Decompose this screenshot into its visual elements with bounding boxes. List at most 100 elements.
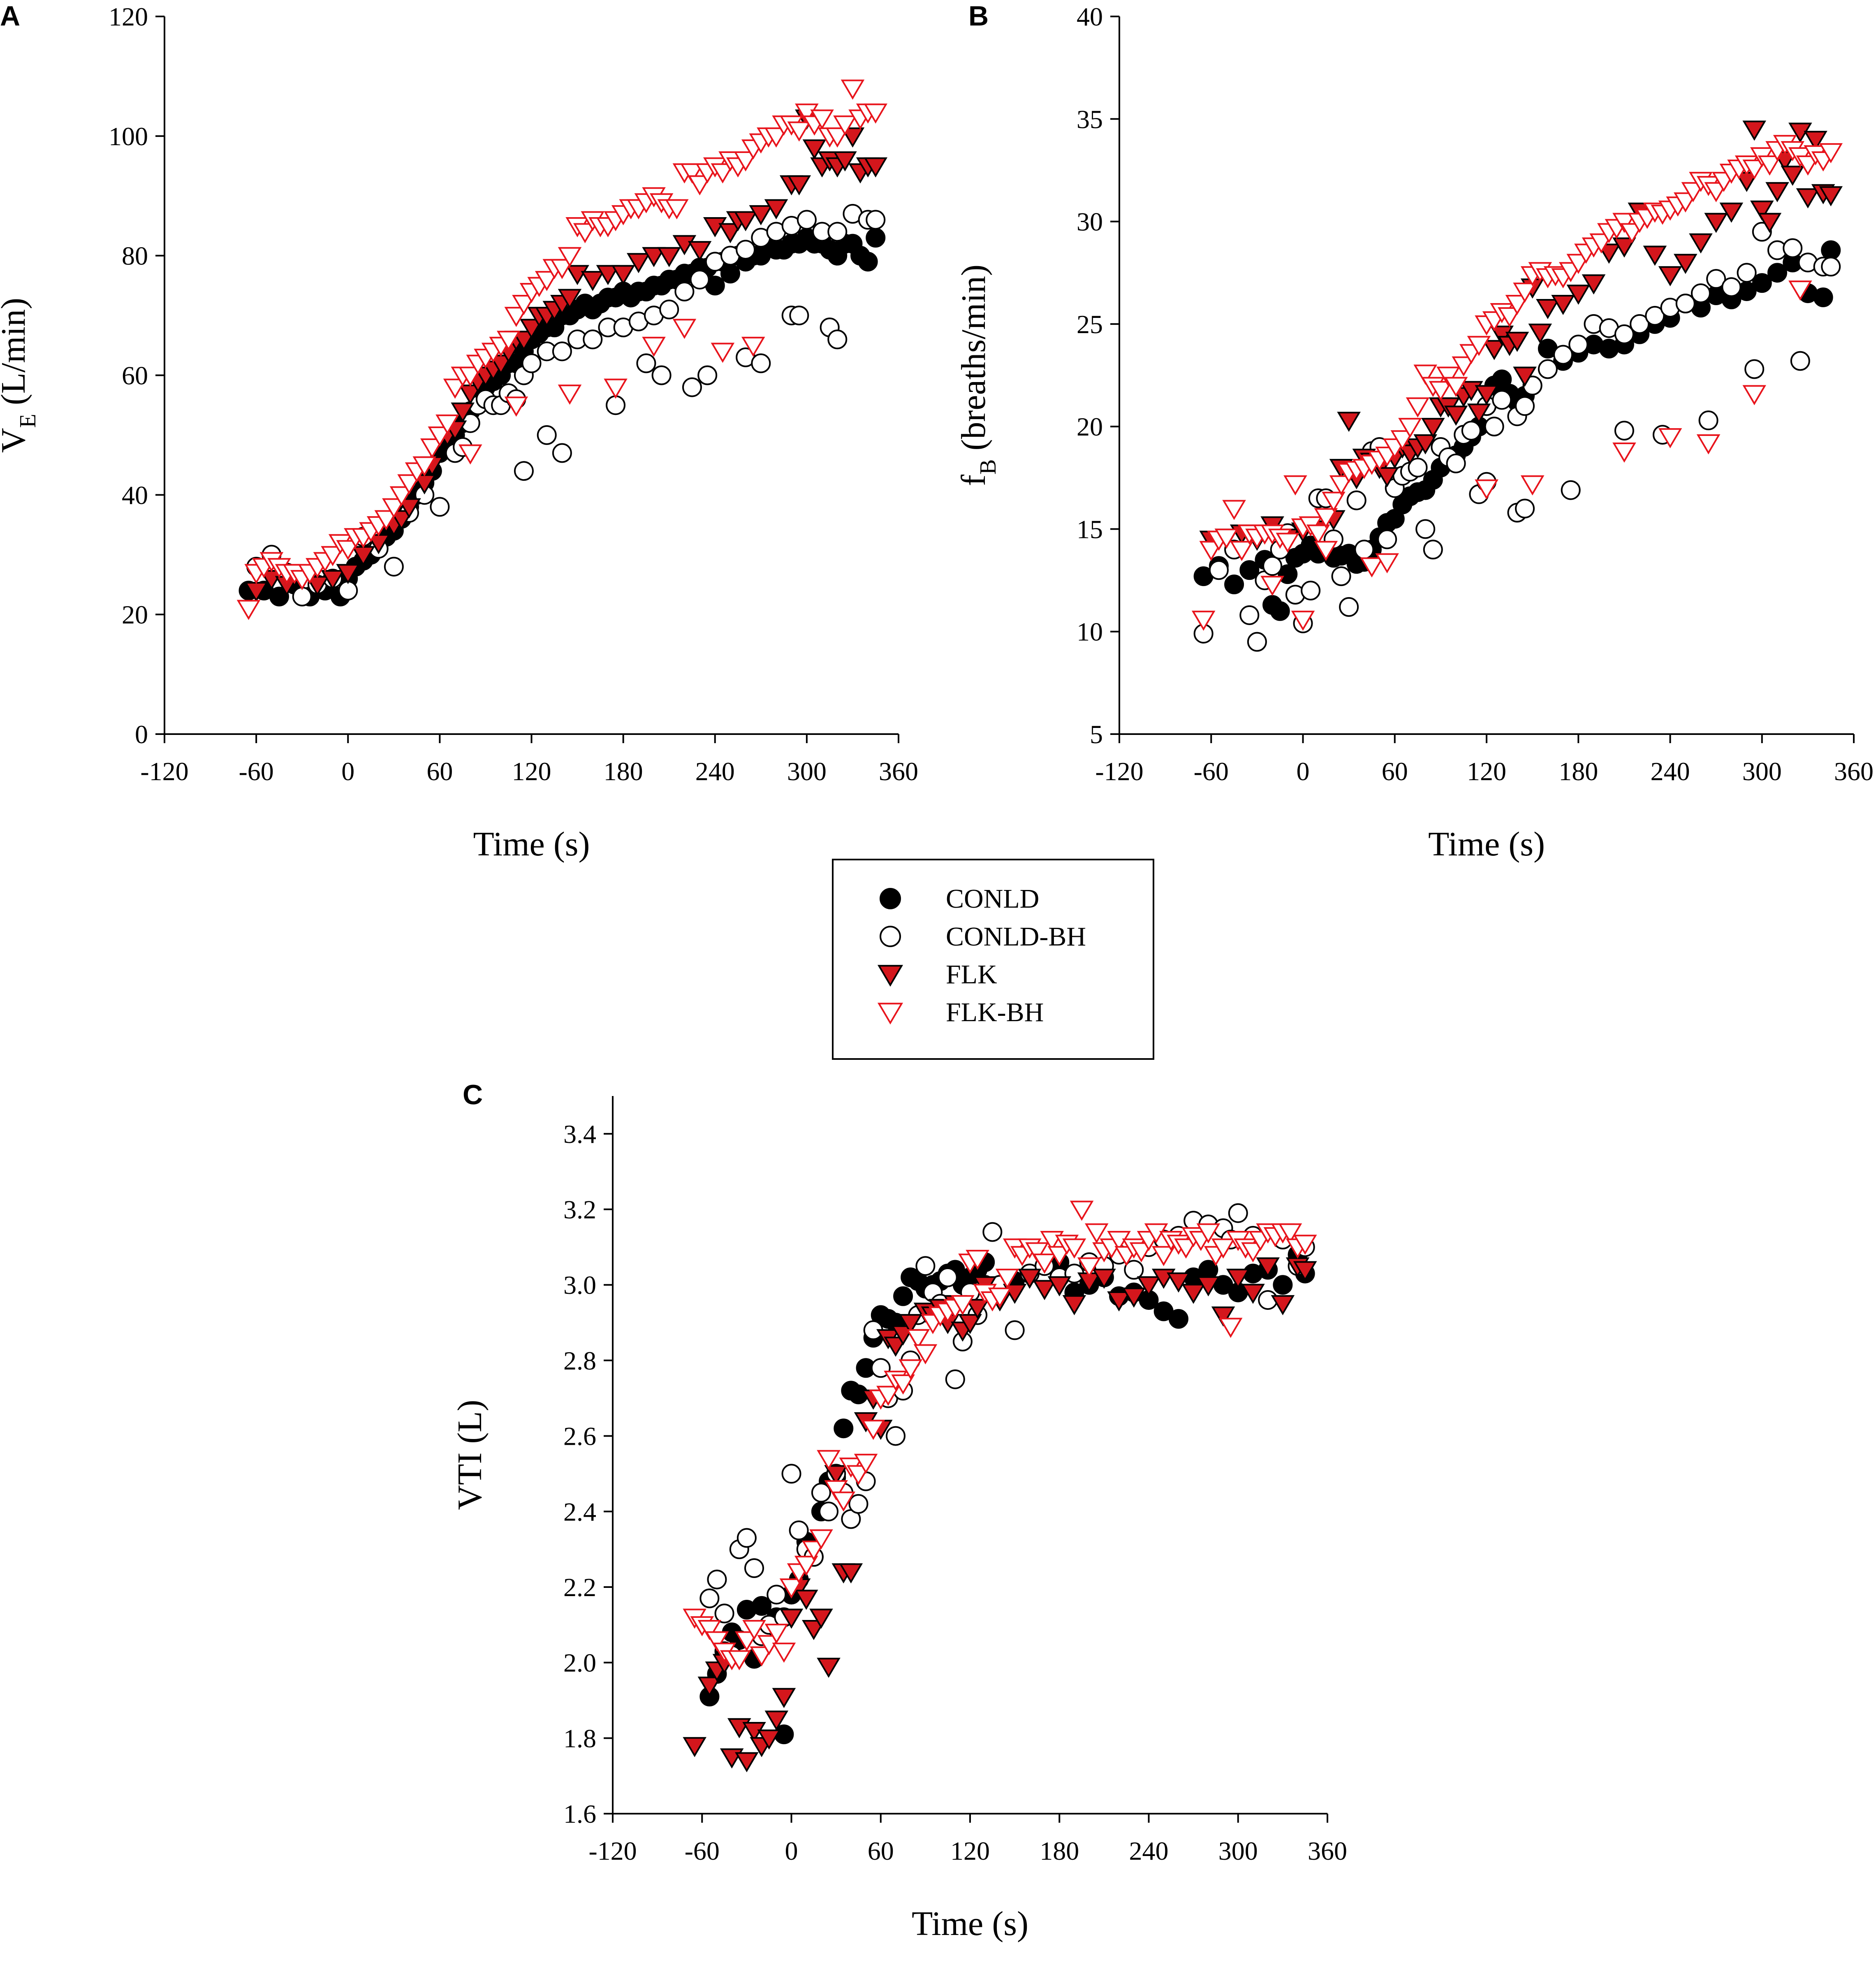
data-point-conld-bh <box>674 281 695 301</box>
data-point-conld-bh <box>737 1528 757 1548</box>
data-point-flk <box>1765 182 1789 202</box>
data-point-flk-bh <box>831 1491 856 1512</box>
panel-a-x-tick-label: 0 <box>341 757 354 786</box>
data-point-conld <box>1273 1275 1293 1295</box>
panel-b-y-tick-label: 40 <box>1077 2 1103 31</box>
data-point-flk-bh <box>906 1329 930 1349</box>
data-point-conld-bh <box>1721 277 1742 297</box>
data-point-flk-bh <box>1291 610 1315 631</box>
data-point-conld-bh <box>781 1464 801 1484</box>
data-point-flk-bh <box>389 486 414 507</box>
data-point-flk <box>1689 233 1713 254</box>
data-point-conld-bh <box>767 1585 787 1605</box>
data-point-flk <box>809 1608 833 1629</box>
data-point-flk <box>802 1620 826 1640</box>
data-point-flk <box>1719 202 1744 223</box>
data-point-flk <box>581 271 605 291</box>
data-point-conld-bh <box>811 1483 831 1503</box>
data-point-conld-bh <box>736 240 756 260</box>
data-point-flk-bh <box>825 127 850 148</box>
data-point-flk <box>1092 1268 1116 1289</box>
data-point-conld-bh <box>1331 566 1351 586</box>
panel-a-x-tick-label: 240 <box>695 757 735 786</box>
data-point-flk <box>1528 323 1552 344</box>
data-point-flk <box>779 1608 804 1629</box>
data-point-conld <box>1239 560 1260 580</box>
data-point-flk-bh <box>458 366 482 387</box>
data-point-conld-bh <box>1377 529 1397 549</box>
data-point-flk-bh <box>435 414 459 435</box>
data-point-flk-bh <box>420 438 444 459</box>
data-point-conld-bh <box>915 1256 936 1276</box>
data-point-flk-bh <box>711 163 735 184</box>
data-point-conld-bh <box>1239 605 1260 625</box>
panel-c-y-tick-label: 1.8 <box>563 1724 596 1753</box>
data-point-flk-bh <box>841 79 865 100</box>
data-point-flk <box>1444 406 1468 426</box>
data-point-flk-bh <box>1025 1242 1049 1263</box>
panel-b-y-axis-label: fB (breaths/min) <box>954 264 1001 486</box>
data-point-flk-bh <box>734 151 757 171</box>
panel-b-x-tick-label: 0 <box>1297 757 1310 786</box>
panel-c-x-tick-label: 240 <box>1129 1836 1169 1865</box>
panel-b-y-tick-label: 10 <box>1077 617 1103 647</box>
data-point-flk <box>1781 165 1804 186</box>
data-point-conld-bh <box>292 586 312 607</box>
data-point-conld-bh <box>552 341 572 361</box>
data-point-conld-bh <box>338 581 358 600</box>
data-point-conld-bh <box>1645 306 1665 326</box>
data-point-conld <box>1270 601 1290 621</box>
data-point-flk-bh <box>1742 159 1766 180</box>
data-point-conld-bh <box>819 1502 839 1522</box>
data-point-conld-bh <box>682 377 702 397</box>
data-point-conld-bh <box>1005 1320 1025 1340</box>
data-point-flk <box>734 211 757 232</box>
data-point-flk-bh <box>550 259 574 279</box>
panel-c-x-tick-label: 180 <box>1040 1836 1079 1865</box>
data-point-conld-bh <box>1698 410 1719 431</box>
data-point-flk-bh <box>824 1480 848 1501</box>
data-point-flk <box>1673 254 1698 274</box>
data-point-flk <box>1271 1295 1295 1316</box>
data-point-flk <box>1643 246 1667 266</box>
data-point-flk-bh <box>1218 1318 1243 1338</box>
data-point-flk <box>451 402 475 423</box>
data-point-flk-bh <box>802 1541 826 1561</box>
data-point-flk-bh <box>1314 541 1338 561</box>
data-point-flk-bh <box>833 115 857 136</box>
data-point-flk <box>697 1676 722 1697</box>
data-point-flk <box>1490 325 1514 346</box>
data-point-conld-bh <box>982 1222 1003 1242</box>
data-point-conld-bh <box>1614 421 1634 441</box>
data-point-conld <box>1278 564 1298 584</box>
data-point-flk-bh <box>397 474 421 495</box>
data-point-flk-bh <box>336 540 360 561</box>
data-point-flk-bh <box>1475 479 1498 500</box>
data-point-flk-bh <box>672 319 697 339</box>
data-point-conld-bh <box>1346 490 1366 510</box>
panel-c-series-flk-bh <box>683 1200 1317 1671</box>
data-point-conld-bh <box>1568 334 1589 355</box>
data-point-flk-bh <box>876 1386 900 1406</box>
data-point-flk-bh <box>1211 1238 1235 1259</box>
data-point-flk-bh <box>772 1643 796 1663</box>
data-point-flk-bh <box>727 1650 751 1671</box>
data-point-flk-bh <box>443 378 467 399</box>
data-point-flk <box>718 223 742 243</box>
data-point-flk-bh <box>750 1646 774 1667</box>
data-point-conld-bh <box>1706 269 1726 289</box>
data-point-flk-bh <box>705 1631 729 1652</box>
data-point-flk <box>321 570 345 590</box>
data-point-flk-bh <box>951 1295 975 1316</box>
panel-a-x-tick-label: 180 <box>604 757 643 786</box>
data-point-flk-bh <box>1452 356 1475 377</box>
data-point-flk <box>512 331 536 351</box>
legend-label-conld-bh: CONLD-BH <box>946 922 1086 952</box>
data-point-flk <box>1467 403 1491 424</box>
data-point-flk-bh <box>458 444 482 465</box>
panel-c-x-axis-label: Time (s) <box>912 1905 1028 1943</box>
data-point-flk <box>389 510 414 531</box>
data-point-flk-bh <box>1260 576 1284 596</box>
panel-a-y-tick-label: 20 <box>122 600 148 629</box>
data-point-conld-bh <box>827 222 848 242</box>
